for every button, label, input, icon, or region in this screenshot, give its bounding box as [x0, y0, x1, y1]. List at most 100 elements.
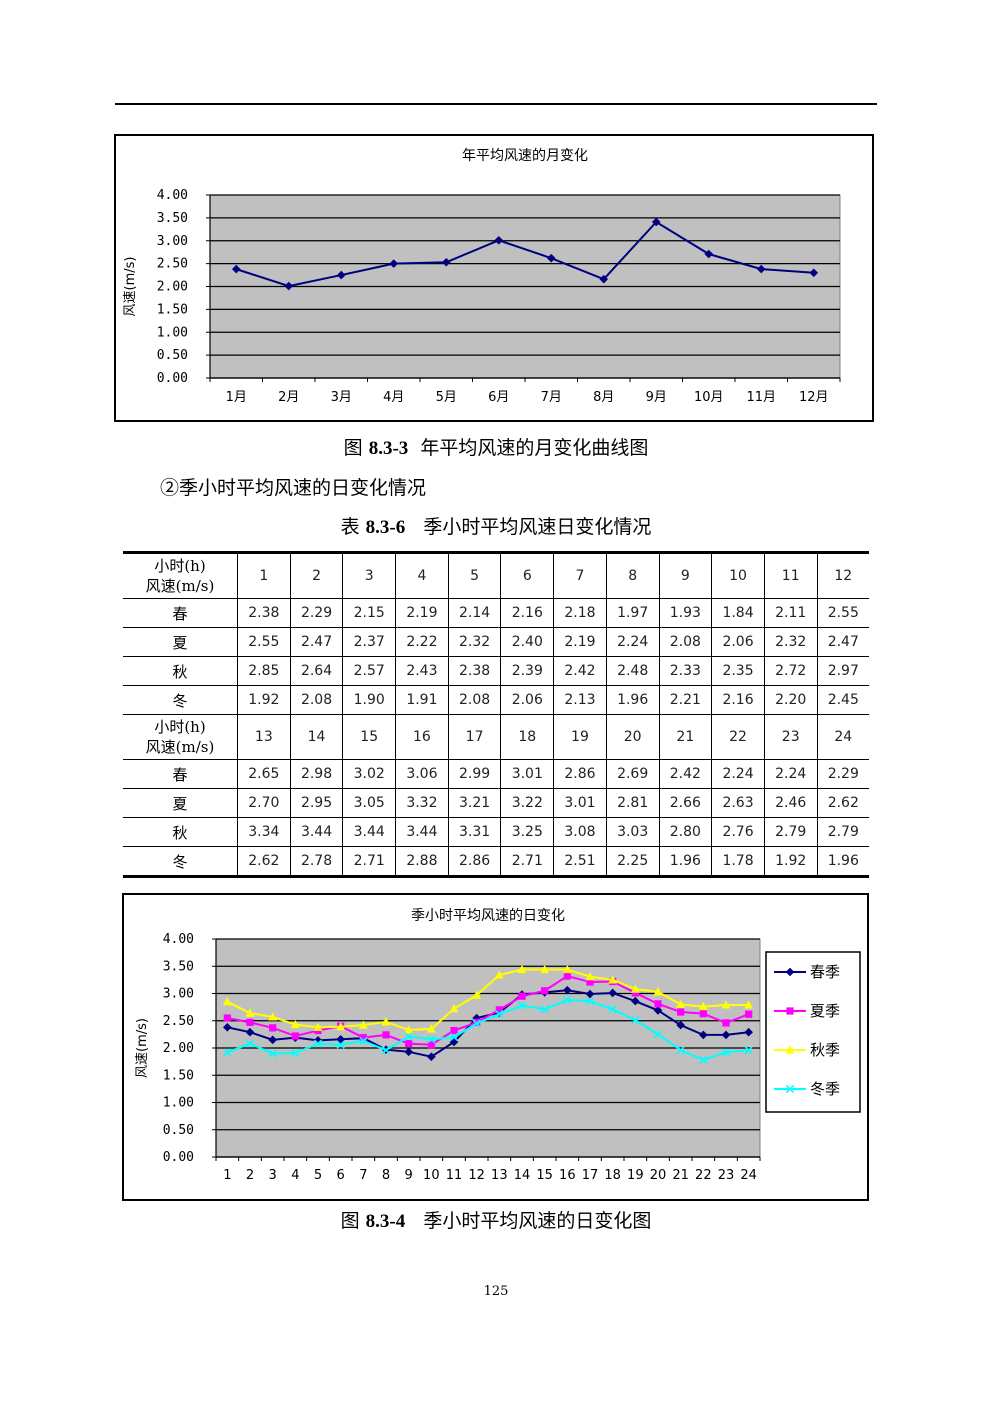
data-point — [358, 1020, 368, 1029]
marker-stroke — [517, 1001, 527, 1010]
marker-stroke — [653, 1030, 663, 1039]
table-header-row: 小时(h) 风速(m/s) 13 14 15 16 17 18 19 20 21 22 23 24 — [123, 714, 869, 760]
data-point — [313, 1022, 323, 1031]
data-point — [268, 1035, 277, 1045]
header-hour-label: 小时(h) — [154, 718, 206, 736]
data-point — [404, 1032, 413, 1041]
data-point — [336, 1034, 345, 1044]
y-tick-label: 4.00 — [163, 932, 194, 947]
value-cell: 2.19 — [395, 598, 449, 628]
data-point — [336, 1040, 345, 1049]
y-tick-label: 2.50 — [157, 257, 188, 272]
hour-header-cell: 9 — [658, 552, 713, 599]
data-point — [653, 1030, 663, 1039]
seasonal-wind-table: 小时(h) 风速(m/s) 1 2 3 4 5 6 7 8 9 10 11 12 春 2.38 2.29 2.15… — [123, 551, 869, 878]
value-cell: 3.08 — [553, 817, 607, 847]
monthly-wind-chart: 年平均风速的月变化 0.00 0.50 1.00 1.50 2.00 2.50 3.00 3.5… — [114, 134, 874, 422]
x-tick-label: 7 — [359, 1168, 367, 1183]
hour-header-cell: 2 — [289, 552, 344, 599]
hour-header-cell: 14 — [289, 714, 344, 760]
legend-marker — [785, 967, 795, 977]
value-cell: 2.20 — [763, 685, 818, 715]
data-point — [631, 1016, 640, 1025]
y-tick-label: 0.00 — [163, 1150, 194, 1165]
value-cell: 2.51 — [553, 846, 607, 877]
value-cell: 2.43 — [395, 656, 449, 686]
x-tick-label: 15 — [536, 1168, 553, 1183]
value-cell: 3.44 — [395, 817, 449, 847]
value-cell: 2.15 — [342, 598, 397, 628]
value-cell: 3.44 — [289, 817, 344, 847]
data-point — [495, 1006, 503, 1014]
y-tick-label: 2.50 — [163, 1014, 194, 1029]
value-cell: 3.01 — [553, 788, 607, 818]
y-tick-label: 3.50 — [163, 959, 194, 974]
marker-stroke — [472, 1019, 481, 1028]
legend — [765, 951, 861, 1113]
marker-stroke — [744, 1046, 753, 1055]
page-number: 125 — [483, 1284, 509, 1299]
value-cell: 1.96 — [605, 685, 660, 715]
data-point — [744, 1046, 753, 1055]
x-tick-label: 1月 — [226, 390, 247, 405]
x-tick-label: 4 — [291, 1168, 299, 1183]
x-tick-label: 24 — [740, 1168, 757, 1183]
x-tick-label: 3 — [269, 1168, 277, 1183]
x-tick-label: 9 — [405, 1168, 413, 1183]
data-point — [699, 1030, 708, 1040]
hour-header-cell: 3 — [342, 552, 397, 599]
hour-header-cell: 24 — [816, 714, 869, 760]
series-line — [235, 220, 814, 288]
figure-caption-1: 图 8.3-3 年平均风速的月变化曲线图 — [0, 433, 992, 460]
data-point — [654, 1000, 662, 1008]
value-cell: 3.31 — [447, 817, 502, 847]
data-point — [540, 964, 550, 974]
data-point — [495, 1010, 504, 1019]
x-tick-label: 8 — [382, 1168, 390, 1183]
value-cell: 2.21 — [658, 685, 713, 715]
data-point — [745, 1010, 753, 1018]
hour-header-cell: 1 — [237, 552, 291, 599]
x-tick-label: 16 — [559, 1168, 576, 1183]
data-point — [540, 1005, 549, 1014]
y-tick-label: 0.50 — [163, 1123, 194, 1138]
table-label: 表 — [340, 516, 360, 538]
chart-title: 年平均风速的月变化 — [462, 148, 588, 164]
value-cell: 2.71 — [500, 846, 555, 877]
season-label-cell: 春 — [123, 759, 238, 789]
data-point — [494, 235, 504, 245]
data-point — [449, 1032, 459, 1042]
value-cell: 2.39 — [500, 656, 555, 686]
x-tick-label: 19 — [627, 1168, 644, 1183]
data-point — [313, 1039, 323, 1048]
x-tick-label: 6 — [337, 1168, 345, 1183]
data-point — [231, 264, 241, 274]
value-cell: 2.64 — [289, 656, 344, 686]
value-cell: 2.22 — [395, 627, 449, 657]
x-tick-label: 1 — [223, 1168, 231, 1183]
marker-stroke — [540, 1005, 549, 1014]
data-point — [541, 987, 549, 995]
data-point — [336, 1022, 346, 1031]
value-cell: 2.25 — [605, 846, 660, 877]
value-cell: 2.80 — [658, 817, 713, 847]
data-point — [472, 990, 482, 999]
marker-stroke — [699, 1055, 708, 1065]
data-point — [517, 1001, 527, 1010]
data-point — [809, 268, 819, 278]
data-point — [599, 274, 609, 284]
data-point — [494, 970, 504, 979]
data-point — [585, 989, 595, 999]
marker-stroke — [268, 1049, 277, 1058]
data-point — [699, 1055, 708, 1065]
value-cell: 2.65 — [237, 759, 291, 789]
data-point — [245, 1039, 255, 1048]
value-cell: 3.05 — [342, 788, 397, 818]
table-caption: 表 8.3-6 季小时平均风速日变化情况 — [0, 512, 992, 539]
y-tick-label: 1.00 — [163, 1096, 194, 1111]
value-cell: 2.06 — [500, 685, 555, 715]
data-point — [631, 996, 640, 1006]
hour-header-cell: 16 — [395, 714, 449, 760]
value-cell: 3.34 — [237, 817, 291, 847]
y-tick-label: 1.50 — [163, 1068, 194, 1083]
